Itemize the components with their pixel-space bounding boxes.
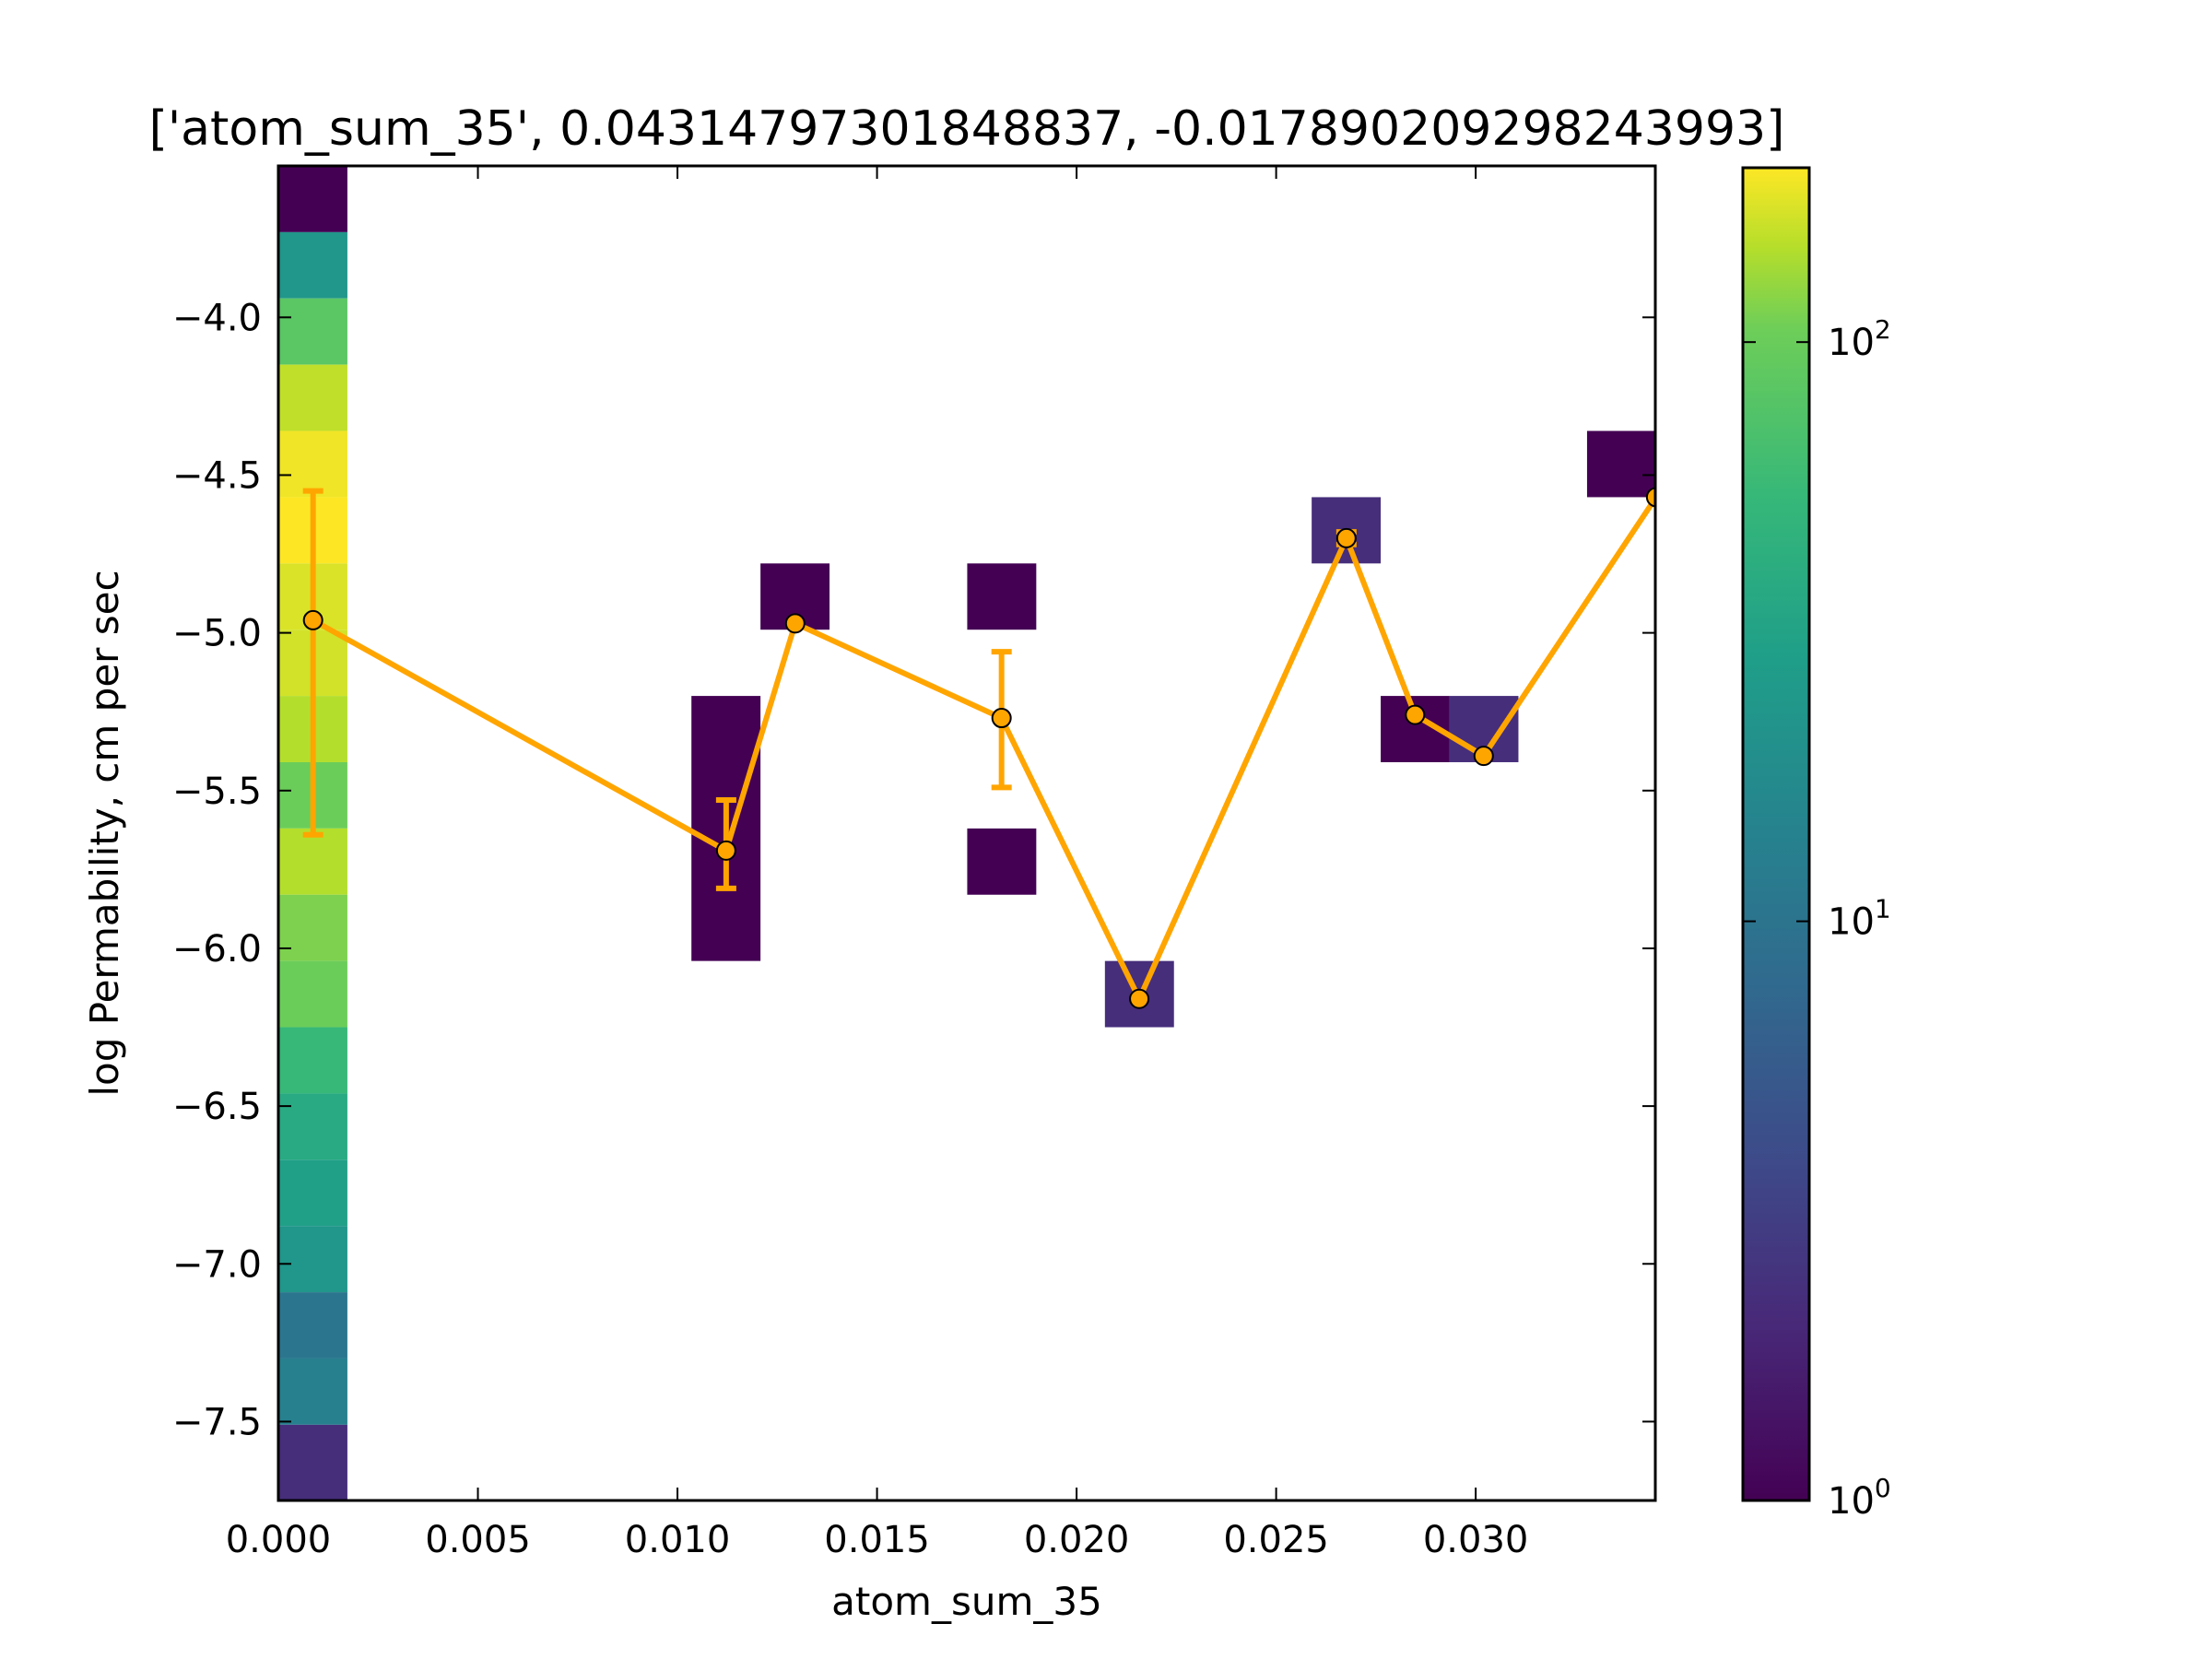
y-tick-label: −6.5 — [172, 1086, 262, 1128]
data-point — [302, 609, 324, 630]
y-tick-label: −5.5 — [172, 771, 262, 813]
x-tick-label: 0.005 — [425, 1519, 531, 1561]
heatmap-cell — [278, 1027, 347, 1094]
heatmap-cell — [278, 166, 347, 232]
colorbar-ticks: 100 101 102 — [1743, 314, 1891, 1523]
heatmap-cell — [278, 231, 347, 299]
heatmap-cell — [1586, 430, 1655, 498]
histogram-cells — [278, 166, 1655, 1500]
data-point — [1405, 704, 1426, 725]
data-point — [1129, 988, 1150, 1009]
data-point — [1473, 746, 1494, 767]
plot-area: 0.000 0.005 0.010 0.015 0.020 0.025 0.030 −4.0… — [172, 164, 1657, 1561]
heatmap-cell — [278, 364, 347, 431]
y-axis-ticks: −4.0 −4.5 −5.0 −5.5 −6.0 −6.5 −7.0 −7.5 — [172, 297, 1655, 1443]
y-axis-label: log Permability, cm per sec — [82, 570, 127, 1096]
x-axis-ticks: 0.000 0.005 0.010 0.015 0.020 0.025 0.030 — [226, 166, 1529, 1561]
x-axis-label: atom_sum_35 — [831, 1579, 1102, 1624]
y-tick-label: −4.5 — [172, 454, 262, 497]
x-tick-label: 0.000 — [226, 1519, 332, 1561]
heatmap-cell — [967, 828, 1037, 895]
heatmap-cell — [278, 960, 347, 1028]
data-point — [784, 613, 806, 634]
heatmap-cell — [278, 1292, 347, 1359]
x-tick-label: 0.010 — [625, 1519, 731, 1561]
chart-title: ['atom_sum_35', 0.04314797301848837, -0.… — [149, 101, 1785, 157]
colorbar: 100 101 102 — [1741, 166, 1891, 1523]
heatmap-cell — [278, 1226, 347, 1293]
heatmap-cell — [278, 430, 347, 498]
data-point — [1645, 487, 1655, 508]
colorbar-gradient — [1741, 166, 1811, 1502]
y-tick-label: −4.0 — [172, 297, 262, 339]
x-tick-label: 0.020 — [1024, 1519, 1130, 1561]
x-tick-label: 0.025 — [1223, 1519, 1329, 1561]
x-tick-label: 0.030 — [1423, 1519, 1529, 1561]
colorbar-tick-label: 101 — [1828, 894, 1891, 944]
x-tick-label: 0.015 — [824, 1519, 930, 1561]
y-tick-label: −7.5 — [172, 1401, 262, 1443]
heatmap-cell — [278, 894, 347, 961]
heatmap-cell — [278, 1358, 347, 1425]
heatmap-cell — [278, 298, 347, 365]
data-point — [715, 840, 736, 861]
heatmap-cell — [278, 828, 347, 895]
data-point — [1335, 527, 1357, 548]
heatmap-cell — [967, 563, 1037, 630]
heatmap-cell — [278, 1159, 347, 1227]
y-tick-label: −5.0 — [172, 613, 262, 655]
mean-series — [302, 487, 1655, 1009]
colorbar-tick-label: 102 — [1828, 314, 1891, 364]
colorbar-tick-label: 100 — [1828, 1473, 1891, 1523]
y-tick-label: −7.0 — [172, 1243, 262, 1286]
y-tick-label: −6.0 — [172, 928, 262, 971]
plot-frame — [276, 164, 1657, 1502]
heatmap-cell — [278, 1424, 347, 1500]
heatmap-cell — [278, 1093, 347, 1160]
data-point — [991, 708, 1012, 729]
